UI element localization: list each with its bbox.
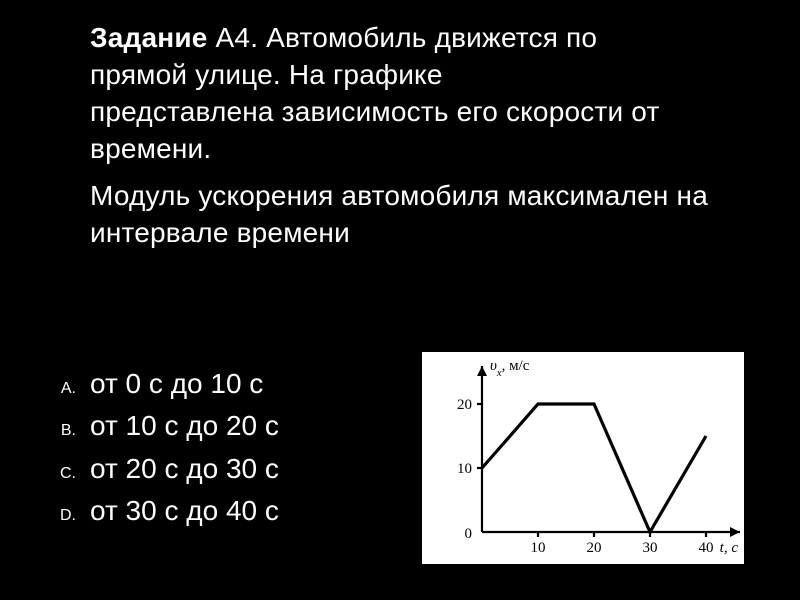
option-letter: B. (38, 421, 90, 442)
option-text: от 30 с до 40 с (90, 493, 279, 529)
option-c[interactable]: C. от 20 с до 30 с (38, 451, 408, 487)
option-text: от 20 с до 30 с (90, 451, 279, 487)
option-a[interactable]: A. от 0 с до 10 с (38, 366, 408, 402)
option-letter: A. (38, 379, 90, 400)
velocity-chart: 1020304010200υx, м/сt, с (422, 352, 744, 564)
svg-text:30: 30 (643, 540, 658, 556)
svg-text:10: 10 (531, 540, 546, 556)
q-line2: прямой улице. На графике (90, 59, 443, 90)
question-paragraph-1: Задание А4. Автомобиль движется по прямо… (90, 20, 750, 168)
svg-text:10: 10 (457, 461, 472, 477)
option-d[interactable]: D. от 30 с до 40 с (38, 493, 408, 529)
option-letter: D. (38, 506, 90, 527)
answer-options: A. от 0 с до 10 с B. от 10 с до 20 с C. … (38, 360, 408, 536)
question-text: Задание А4. Автомобиль движется по прямо… (90, 20, 750, 258)
option-text: от 10 с до 20 с (90, 408, 279, 444)
task-label: Задание (90, 22, 208, 53)
slide: Задание А4. Автомобиль движется по прямо… (0, 0, 800, 600)
chart-svg: 1020304010200υx, м/сt, с (422, 352, 744, 564)
option-b[interactable]: B. от 10 с до 20 с (38, 408, 408, 444)
svg-text:0: 0 (465, 526, 473, 542)
q-line3: представлена зависимость его скорости от… (90, 96, 659, 164)
option-letter: C. (38, 464, 90, 485)
svg-text:20: 20 (457, 397, 472, 413)
title-rest: А4. Автомобиль движется по (208, 22, 598, 53)
svg-text:40: 40 (699, 540, 714, 556)
svg-text:20: 20 (587, 540, 602, 556)
svg-text:t, с: t, с (720, 540, 739, 556)
option-text: от 0 с до 10 с (90, 366, 263, 402)
question-paragraph-2: Модуль ускорения автомобиля максимален н… (90, 178, 750, 252)
